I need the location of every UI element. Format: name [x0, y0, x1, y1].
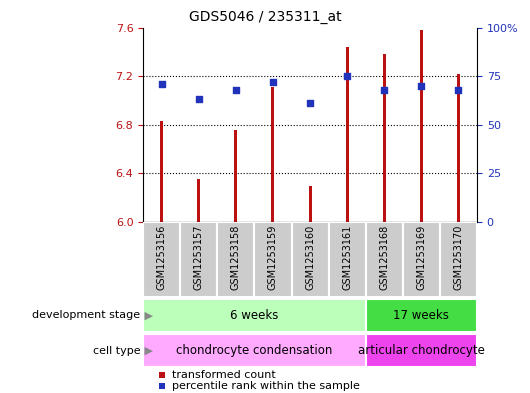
Text: 17 weeks: 17 weeks [393, 309, 449, 322]
Point [157, 81, 166, 87]
Point [343, 73, 351, 79]
Bar [366, 334, 477, 367]
Text: development stage: development stage [32, 310, 140, 320]
Bar [217, 222, 254, 297]
Text: GSM1253160: GSM1253160 [305, 224, 315, 290]
Point [306, 100, 314, 107]
Point [454, 86, 463, 93]
Bar [160, 121, 163, 222]
Bar [420, 30, 423, 222]
Bar [254, 222, 292, 297]
Bar [346, 47, 349, 222]
Bar [197, 180, 200, 222]
Bar [383, 54, 386, 222]
Text: cell type: cell type [93, 346, 140, 356]
Text: GSM1253161: GSM1253161 [342, 224, 352, 290]
Text: GDS5046 / 235311_at: GDS5046 / 235311_at [189, 10, 341, 24]
Point [380, 86, 388, 93]
Bar [457, 74, 460, 222]
Bar [440, 222, 477, 297]
Text: 6 weeks: 6 weeks [230, 309, 279, 322]
Text: GSM1253170: GSM1253170 [454, 224, 463, 290]
Bar [366, 299, 477, 332]
Text: percentile rank within the sample: percentile rank within the sample [172, 381, 359, 391]
Text: transformed count: transformed count [172, 370, 276, 380]
Text: articular chondrocyte: articular chondrocyte [358, 344, 485, 357]
Text: GSM1253169: GSM1253169 [417, 224, 426, 290]
Bar [308, 185, 312, 222]
Bar [143, 222, 180, 297]
Text: GSM1253158: GSM1253158 [231, 224, 241, 290]
Bar [271, 87, 275, 222]
Text: GSM1253157: GSM1253157 [194, 224, 204, 290]
Text: ▶: ▶ [141, 346, 153, 356]
Point [269, 79, 277, 85]
Bar [143, 299, 366, 332]
Point [195, 96, 203, 103]
Bar [234, 130, 237, 222]
Text: GSM1253168: GSM1253168 [379, 224, 389, 290]
Point [417, 83, 426, 89]
Bar [292, 222, 329, 297]
Bar [143, 334, 366, 367]
Point [232, 86, 240, 93]
Text: GSM1253156: GSM1253156 [157, 224, 166, 290]
Text: chondrocyte condensation: chondrocyte condensation [176, 344, 333, 357]
Bar [403, 222, 440, 297]
Text: ▶: ▶ [141, 310, 153, 320]
Bar [366, 222, 403, 297]
Bar [180, 222, 217, 297]
Bar [329, 222, 366, 297]
Text: GSM1253159: GSM1253159 [268, 224, 278, 290]
